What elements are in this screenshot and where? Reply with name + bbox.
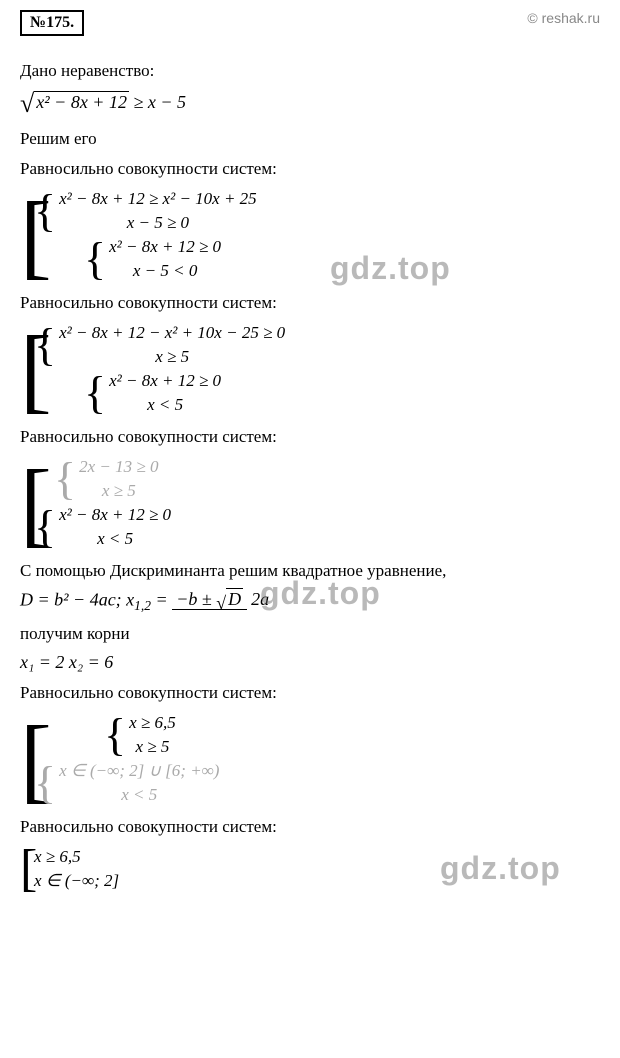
outer-bracket: [ [20,321,34,417]
discriminant-text: С помощью Дискриминанта решим квадратное… [20,561,600,581]
brace-icon: { [84,369,106,417]
system-1: [ { x² − 8x + 12 ≥ x² − 10x + 25 x − 5 ≥… [20,187,600,283]
frac-bot: 2a [247,589,273,609]
equiv-label-1: Равносильно совокупности систем: [20,159,600,179]
system-3: [ { 2x − 13 ≥ 0 x ≥ 5 { x² − 8x + 12 ≥ 0… [20,455,600,551]
system-2: [ { x² − 8x + 12 − x² + 10x − 25 ≥ 0 x ≥… [20,321,600,417]
frac-sqrt: D [226,588,243,609]
outer-bracket: [ [20,455,34,551]
s4b-r2: x < 5 [59,783,219,807]
brace-icon: { [84,235,106,283]
disc-eq: = [151,590,172,610]
s2a-r2: x ≥ 5 [59,345,285,369]
s1b-r2: x − 5 < 0 [109,259,221,283]
brace-icon: { [34,187,56,235]
s5-r2: x ∈ (−∞; 2] [34,869,119,893]
outer-bracket: [ [20,845,34,893]
equiv-label-2: Равносильно совокупности систем: [20,293,600,313]
disc-sub: 1,2 [134,598,151,613]
s3a-r2: x ≥ 5 [79,479,158,503]
system-4: [ { x ≥ 6,5 x ≥ 5 { x ∈ (−∞; 2] ∪ [6; +∞… [20,711,600,807]
brace-icon: { [104,711,126,759]
brace-icon: { [34,503,56,551]
s4a-r1: x ≥ 6,5 [129,711,176,735]
outer-bracket: [ [20,711,34,807]
s2a-r1: x² − 8x + 12 − x² + 10x − 25 ≥ 0 [59,321,285,345]
equiv-label-4: Равносильно совокупности систем: [20,683,600,703]
brace-icon: { [54,455,76,503]
given-label: Дано неравенство: [20,61,600,81]
sqrt-radicand: x² − 8x + 12 [34,91,129,112]
roots-values: x₁ = 2 x₂ = 6 [20,652,600,673]
equiv-label-5: Равносильно совокупности систем: [20,817,600,837]
system-5: [ x ≥ 6,5 x ∈ (−∞; 2] [20,845,600,893]
s1a-r1: x² − 8x + 12 ≥ x² − 10x + 25 [59,187,257,211]
s1b-r1: x² − 8x + 12 ≥ 0 [109,235,221,259]
equiv-label-3: Равносильно совокупности систем: [20,427,600,447]
s5-r1: x ≥ 6,5 [34,845,119,869]
inequality-rhs: ≥ x − 5 [129,92,186,112]
s2b-r2: x < 5 [109,393,221,417]
s4a-r2: x ≥ 5 [129,735,176,759]
discriminant-formula: D = b² − 4ac; x1,2 = −b ± √D2a [20,589,600,614]
solve-label: Решим его [20,129,600,149]
s4b-r1: x ∈ (−∞; 2] ∪ [6; +∞) [59,759,219,783]
frac-pre: −b ± [176,589,216,609]
disc-left: D = b² − 4ac; x [20,590,134,610]
watermark-copyright: © reshak.ru [527,10,600,26]
s3b-r2: x < 5 [59,527,171,551]
main-inequality: √x² − 8x + 12 ≥ x − 5 [20,89,600,119]
s3b-r1: x² − 8x + 12 ≥ 0 [59,503,171,527]
s3a-r1: 2x − 13 ≥ 0 [79,455,158,479]
s1a-r2: x − 5 ≥ 0 [59,211,257,235]
roots-label: получим корни [20,624,600,644]
outer-bracket: [ [20,187,34,283]
problem-number-badge: №175. [20,10,84,36]
brace-icon: { [34,759,56,807]
brace-icon: { [34,321,56,369]
s2b-r1: x² − 8x + 12 ≥ 0 [109,369,221,393]
